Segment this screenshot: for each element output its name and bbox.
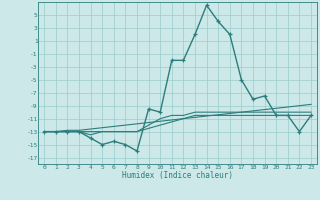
X-axis label: Humidex (Indice chaleur): Humidex (Indice chaleur) (122, 171, 233, 180)
